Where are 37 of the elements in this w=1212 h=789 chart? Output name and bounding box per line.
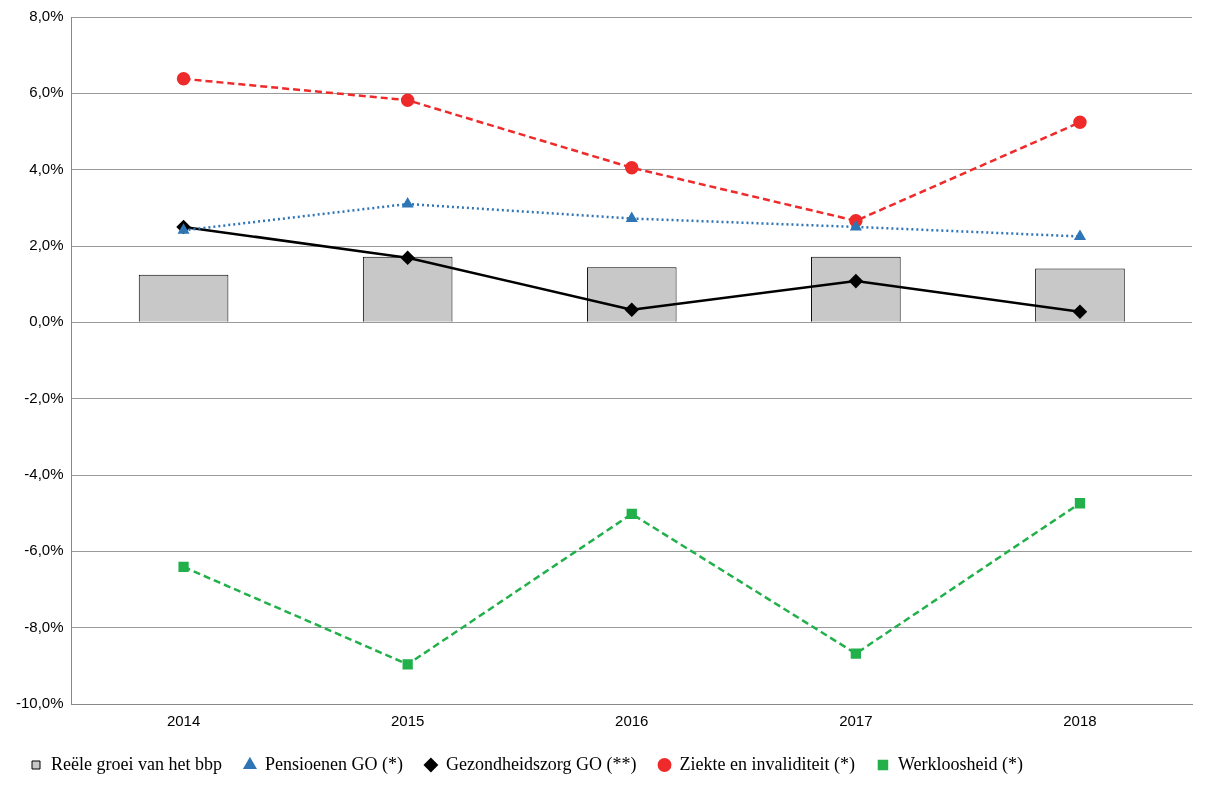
- point: [400, 251, 415, 265]
- point: [178, 561, 189, 573]
- point: [1073, 115, 1087, 130]
- y-tick-label: 2,0%: [29, 236, 64, 254]
- point: [626, 212, 637, 223]
- x-tick-label: 2017: [839, 712, 873, 730]
- y-tick-label: -8,0%: [24, 617, 64, 635]
- y-tick-label: -10,0%: [16, 694, 64, 712]
- point: [625, 302, 639, 317]
- y-tick-label: 8,0%: [29, 7, 64, 25]
- legend-label: Werkloosheid (*): [897, 753, 1023, 775]
- y-tick-label: -4,0%: [24, 465, 64, 483]
- legend-label: Ziekte en invaliditeit (*): [679, 753, 855, 775]
- x-tick-label: 2015: [390, 712, 425, 730]
- point: [850, 221, 862, 231]
- x-tick-label: 2016: [615, 712, 649, 730]
- legend-label: Pensioenen GO (*): [264, 753, 403, 775]
- y-tick-label: -6,0%: [24, 541, 64, 559]
- y-tick-label: -2,0%: [24, 388, 64, 406]
- point: [176, 72, 191, 86]
- point: [402, 198, 413, 208]
- y-tick-label: 4,0%: [29, 159, 64, 177]
- y-tick-label: 6,0%: [29, 83, 64, 101]
- x-tick-label: 2014: [166, 712, 201, 730]
- point: [1074, 230, 1086, 240]
- legend-label: Reële groei van het bbp: [51, 753, 222, 774]
- y-tick-label: 0,0%: [29, 312, 64, 330]
- point: [1073, 304, 1087, 319]
- point: [625, 161, 639, 175]
- legend-label: Gezondheidszorg GO (**): [445, 753, 637, 775]
- x-tick-label: 2018: [1063, 712, 1097, 730]
- point: [400, 93, 415, 107]
- point: [626, 508, 637, 520]
- point: [850, 648, 861, 659]
- point: [402, 659, 413, 670]
- point: [849, 274, 863, 288]
- point: [1074, 498, 1086, 509]
